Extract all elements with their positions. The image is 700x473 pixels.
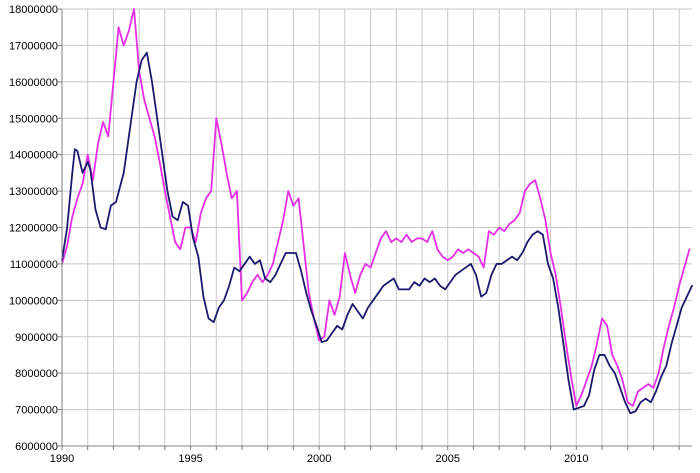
y-tick-label: 16000000 (9, 77, 58, 89)
y-tick-label: 14000000 (9, 150, 58, 162)
x-tick-label: 2005 (435, 453, 459, 465)
y-tick-label: 9000000 (15, 332, 58, 344)
axes (58, 8, 692, 450)
x-tick-labels: 1990 1995 2000 2005 2010 (50, 453, 589, 465)
y-tick-label: 12000000 (9, 223, 58, 235)
y-tick-label: 6000000 (15, 441, 58, 453)
y-gridlines (62, 8, 692, 447)
y-tick-label: 11000000 (10, 259, 58, 271)
series-layer (61, 8, 693, 415)
x-tick-label: 2000 (307, 453, 331, 465)
series-line-1 (61, 51, 693, 415)
series-line-2 (61, 8, 691, 407)
y-tick-labels: 6000000 7000000 8000000 9000000 10000000 1100… (9, 4, 58, 453)
y-tick-label: 10000000 (9, 295, 58, 307)
y-tick-label: 18000000 (9, 4, 58, 16)
y-tick-label: 8000000 (15, 368, 58, 380)
x-tick-label: 1995 (178, 453, 202, 465)
x-tick-label: 2010 (564, 453, 588, 465)
y-tick-label: 15000000 (9, 113, 58, 125)
y-tick-label: 7000000 (15, 405, 58, 417)
y-tick-label: 17000000 (9, 40, 58, 52)
y-tick-label: 13000000 (9, 186, 58, 198)
x-tick-label: 1990 (50, 453, 74, 465)
